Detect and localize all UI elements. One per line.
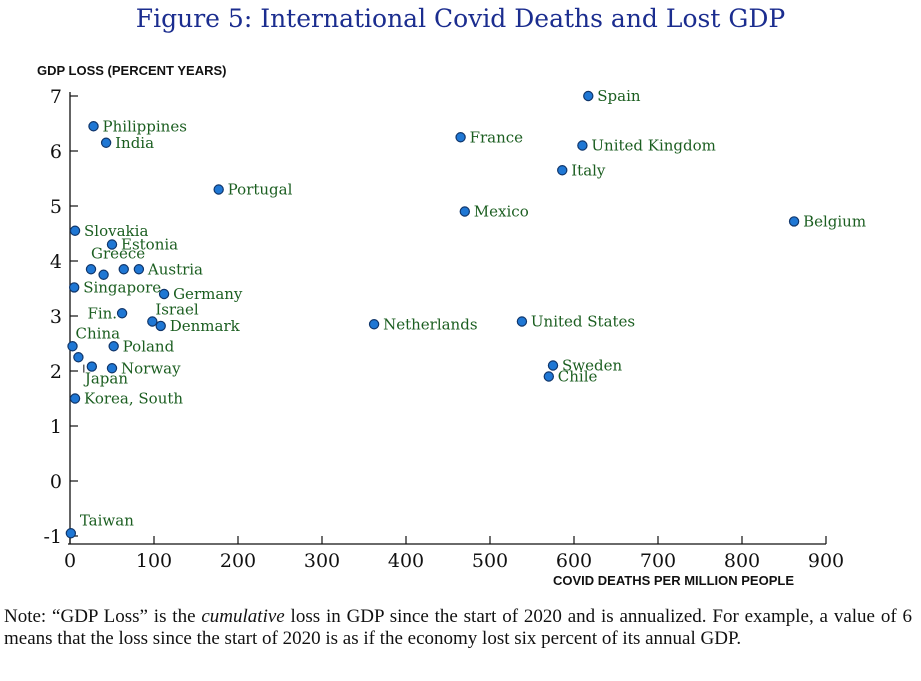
- x-tick-label: 300: [304, 550, 340, 572]
- data-point: [108, 341, 119, 352]
- data-point: [368, 319, 380, 330]
- data-point: [788, 216, 800, 227]
- x-tick-label: 200: [220, 550, 256, 572]
- data-point: [147, 316, 158, 327]
- data-point: [88, 121, 99, 132]
- note-emphasis: cumulative: [201, 606, 285, 627]
- figure-note: Note: “GDP Loss” is the cumulative loss …: [4, 606, 912, 650]
- x-axis-title: COVID DEATHS PER MILLION PEOPLE: [553, 573, 794, 588]
- data-point: [577, 140, 588, 151]
- y-axis-title: GDP LOSS (PERCENT YEARS): [37, 63, 227, 78]
- data-point: [543, 371, 555, 382]
- x-tick-label: 400: [388, 550, 424, 572]
- data-point: [547, 360, 559, 371]
- data-point: [557, 165, 568, 176]
- point-label: Mexico: [474, 203, 529, 221]
- data-point: [106, 363, 118, 374]
- point-label: Germany: [173, 285, 243, 303]
- data-point: [516, 316, 528, 327]
- point-label: Japan: [83, 370, 129, 388]
- point-label: Austria: [147, 260, 203, 278]
- point-label: Spain: [597, 87, 641, 105]
- data-point: [118, 264, 129, 275]
- data-point: [583, 90, 594, 102]
- point-label: Estonia: [121, 236, 178, 254]
- x-tick-label: 900: [808, 550, 844, 572]
- y-tick-label: 2: [50, 361, 62, 383]
- point-label: France: [470, 128, 524, 146]
- point-label: Korea, South: [84, 390, 183, 408]
- data-point: [459, 206, 470, 217]
- point-label: Poland: [123, 337, 175, 355]
- data-point: [455, 132, 466, 143]
- data-point: [69, 225, 81, 236]
- y-tick-label: 5: [50, 196, 62, 218]
- point-label: Italy: [571, 161, 606, 179]
- point-label: Singapore: [83, 278, 161, 296]
- data-point: [65, 528, 77, 539]
- point-label: Chile: [558, 368, 598, 386]
- x-tick-label: 100: [136, 550, 172, 572]
- data-point: [69, 393, 81, 404]
- x-tick-label: 500: [472, 550, 508, 572]
- data-point: [158, 288, 170, 300]
- data-point: [68, 282, 80, 293]
- point-label: India: [115, 134, 154, 152]
- data-point: [155, 320, 166, 332]
- x-tick-label: 600: [556, 550, 592, 572]
- y-tick-label: 4: [50, 251, 62, 273]
- data-point: [106, 239, 118, 250]
- data-point: [98, 269, 109, 280]
- data-point: [85, 264, 97, 275]
- x-tick-label: 0: [64, 550, 76, 572]
- y-tick-label: 6: [50, 141, 62, 163]
- point-label: United Kingdom: [591, 137, 716, 155]
- point-label: Slovakia: [84, 222, 148, 240]
- data-point: [67, 341, 78, 352]
- y-tick-label: 3: [50, 306, 62, 328]
- note-prefix: Note: “GDP Loss” is the: [4, 606, 202, 627]
- point-label: Philippines: [103, 117, 187, 135]
- data-point: [86, 361, 98, 372]
- point-label: Taiwan: [80, 511, 134, 529]
- y-tick-label: -1: [43, 526, 62, 548]
- data-point: [73, 352, 84, 363]
- y-tick-label: 7: [50, 86, 62, 108]
- figure-title: Figure 5: International Covid Deaths and…: [135, 4, 786, 33]
- point-label: China: [76, 324, 121, 342]
- data-point: [213, 184, 224, 195]
- data-point: [116, 308, 128, 319]
- note-rest: loss in GDP since the start of 2020 and …: [4, 606, 912, 649]
- point-label: Fin.: [87, 304, 117, 322]
- y-tick-label: 1: [50, 416, 62, 438]
- data-point: [100, 137, 112, 148]
- point-label: Greece: [91, 244, 145, 262]
- point-label: Portugal: [228, 181, 293, 199]
- point-label: Belgium: [803, 212, 866, 230]
- point-label: Norway: [121, 359, 181, 377]
- data-point: [133, 264, 145, 275]
- point-label: Denmark: [170, 317, 241, 335]
- y-tick-label: 0: [50, 471, 62, 493]
- point-label: United States: [531, 313, 635, 331]
- x-tick-label: 700: [640, 550, 676, 572]
- x-tick-label: 800: [724, 550, 760, 572]
- point-label: Sweden: [562, 357, 622, 375]
- point-label: Israel: [155, 301, 199, 319]
- point-label: Netherlands: [383, 315, 477, 333]
